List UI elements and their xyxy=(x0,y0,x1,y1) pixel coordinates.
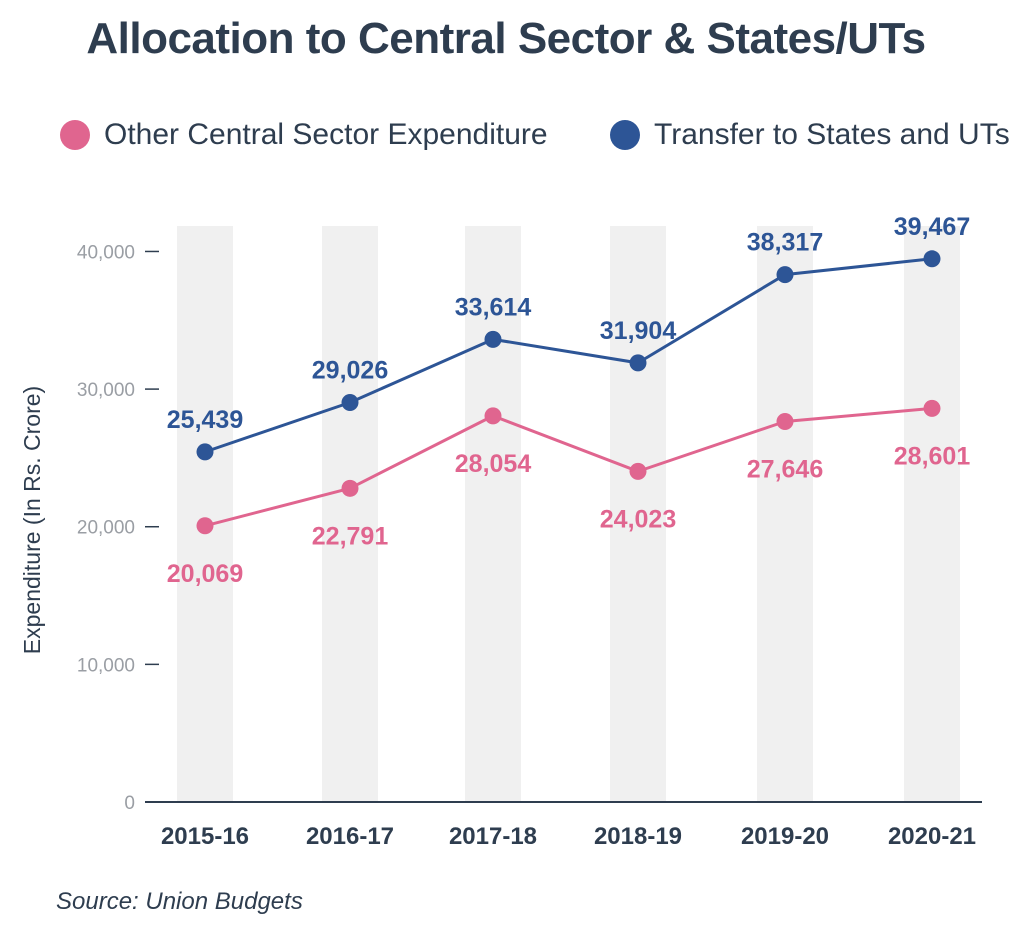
data-label-s1-2020-21: 39,467 xyxy=(894,213,970,241)
data-point-s0-2015-16 xyxy=(196,517,214,535)
data-label-s1-2018-19: 31,904 xyxy=(600,317,677,345)
data-point-s0-2020-21 xyxy=(923,399,941,417)
data-label-s1-2016-17: 29,026 xyxy=(312,357,388,385)
data-label-s1-2019-20: 38,317 xyxy=(747,229,823,257)
data-label-s1-2015-16: 25,439 xyxy=(167,406,243,434)
category-band-2018-19 xyxy=(610,226,666,802)
legend-marker-transfer-states xyxy=(610,120,640,150)
data-label-s1-2017-18: 33,614 xyxy=(455,293,532,321)
series-line-1 xyxy=(204,257,933,454)
legend-item-other-central: Other Central Sector Expenditure xyxy=(60,110,548,160)
data-point-s1-2018-19 xyxy=(629,354,647,372)
y-axis-title: Expenditure (In Rs. Crore) xyxy=(19,386,45,654)
data-point-s0-2017-18 xyxy=(484,407,502,425)
x-tick-label-2020-21: 2020-21 xyxy=(888,823,976,850)
data-point-s1-2015-16 xyxy=(196,443,214,461)
legend-item-transfer-states: Transfer to States and UTs xyxy=(610,110,1010,160)
x-tick-label-2018-19: 2018-19 xyxy=(594,823,682,850)
data-point-s1-2019-20 xyxy=(776,266,794,284)
legend-marker-other-central xyxy=(60,120,90,150)
category-band-2017-18 xyxy=(465,226,521,802)
data-label-s0-2019-20: 27,646 xyxy=(747,455,823,483)
category-band-2019-20 xyxy=(757,226,813,802)
x-tick-label-2019-20: 2019-20 xyxy=(741,823,829,850)
series-line-0 xyxy=(204,406,933,528)
source-note: Source: Union Budgets xyxy=(56,888,303,915)
data-point-s0-2018-19 xyxy=(629,462,647,480)
y-tick-label-40000: 40,000 xyxy=(77,242,135,263)
data-label-s0-2017-18: 28,054 xyxy=(455,450,532,478)
y-tick-label-20000: 20,000 xyxy=(77,518,135,539)
category-band-2020-21 xyxy=(904,226,960,802)
data-label-s0-2018-19: 24,023 xyxy=(600,505,676,533)
category-band-2016-17 xyxy=(322,226,378,802)
y-tick-label-30000: 30,000 xyxy=(77,380,135,401)
legend: Other Central Sector Expenditure Transfe… xyxy=(0,110,1012,160)
x-tick-label-2017-18: 2017-18 xyxy=(449,823,537,850)
x-tick-label-2015-16: 2015-16 xyxy=(161,823,249,850)
data-point-s0-2019-20 xyxy=(776,412,794,430)
x-tick-label-2016-17: 2016-17 xyxy=(306,823,394,850)
chart-title: Allocation to Central Sector & States/UT… xyxy=(86,14,926,63)
data-point-s1-2016-17 xyxy=(341,394,359,412)
legend-label-transfer-states: Transfer to States and UTs xyxy=(654,118,1010,151)
data-label-s0-2020-21: 28,601 xyxy=(894,442,971,470)
category-band-2015-16 xyxy=(177,226,233,802)
data-point-s0-2016-17 xyxy=(341,479,359,497)
data-point-s1-2020-21 xyxy=(923,250,941,268)
y-tick-label-0: 0 xyxy=(124,793,135,814)
data-label-s0-2015-16: 20,069 xyxy=(167,560,243,588)
data-point-s1-2017-18 xyxy=(484,330,502,348)
y-tick-label-10000: 10,000 xyxy=(77,655,135,676)
legend-label-other-central: Other Central Sector Expenditure xyxy=(104,118,548,151)
data-label-s0-2016-17: 22,791 xyxy=(312,522,389,550)
